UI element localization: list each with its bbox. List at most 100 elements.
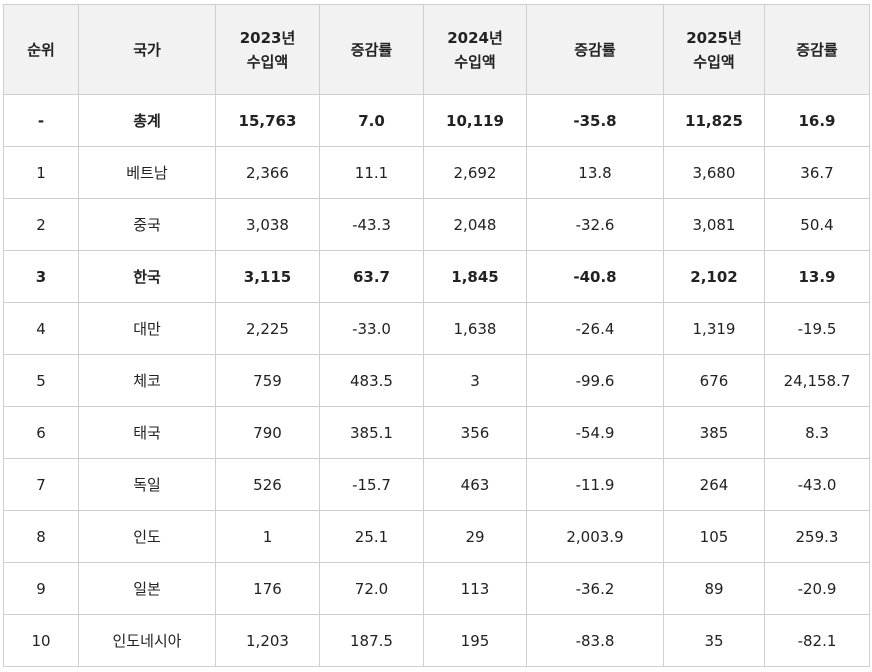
column-header-text: 2025년 [686, 28, 742, 47]
table-header: 순위 국가 2023년 수입액 증감률 2024년 수입액 증감률 2025년 수입액 증감률 [3, 4, 870, 95]
table-row: 7 독일 526 -15.7 463 -11.9 264 -43.0 [3, 458, 870, 511]
cell-import-2023: 2,366 [215, 146, 320, 199]
cell-country: 베트남 [78, 146, 216, 199]
cell-growth-2023: 63.7 [319, 250, 424, 303]
cell-country: 한국 [78, 250, 216, 303]
column-header-import-2024: 2024년 수입액 [423, 4, 527, 95]
cell-growth-2023: 187.5 [319, 614, 424, 667]
cell-growth-2025: -19.5 [764, 302, 870, 355]
column-header-text: 수입액 [246, 52, 289, 71]
cell-import-2023: 526 [215, 458, 320, 511]
cell-growth-2025: -20.9 [764, 562, 870, 615]
cell-growth-2023: -43.3 [319, 198, 424, 251]
cell-import-2024: 3 [423, 354, 527, 407]
column-header-text: 수입액 [693, 52, 735, 71]
column-header-text: 순위 [27, 40, 55, 59]
cell-growth-2024: -40.8 [526, 250, 664, 303]
table-row: 9 일본 176 72.0 113 -36.2 89 -20.9 [3, 562, 870, 615]
cell-import-2025: 1,319 [663, 302, 765, 355]
cell-growth-2023: -15.7 [319, 458, 424, 511]
cell-rank: 7 [3, 458, 79, 511]
column-header-text: 증감률 [350, 40, 393, 59]
cell-country: 인도 [78, 510, 216, 563]
cell-import-2025: 35 [663, 614, 765, 667]
cell-growth-2023: 25.1 [319, 510, 424, 563]
table-row: 10 인도네시아 1,203 187.5 195 -83.8 35 -82.1 [3, 614, 870, 667]
cell-import-2023: 1,203 [215, 614, 320, 667]
cell-growth-2024: -99.6 [526, 354, 664, 407]
column-header-text: 2024년 [447, 28, 503, 47]
cell-import-2025: 264 [663, 458, 765, 511]
table-row: 5 체코 759 483.5 3 -99.6 676 24,158.7 [3, 354, 870, 407]
cell-growth-2023: 7.0 [319, 94, 424, 147]
cell-country: 인도네시아 [78, 614, 216, 667]
cell-import-2025: 3,081 [663, 198, 765, 251]
cell-rank: 2 [3, 198, 79, 251]
column-header-text: 2023년 [239, 28, 296, 47]
cell-import-2023: 15,763 [215, 94, 320, 147]
cell-import-2025: 105 [663, 510, 765, 563]
table-row: 8 인도 1 25.1 29 2,003.9 105 259.3 [3, 510, 870, 563]
cell-growth-2025: 24,158.7 [764, 354, 870, 407]
cell-import-2023: 1 [215, 510, 320, 563]
cell-growth-2024: -11.9 [526, 458, 664, 511]
column-header-growth-2025: 증감률 [764, 4, 870, 95]
cell-import-2024: 463 [423, 458, 527, 511]
cell-growth-2024: -83.8 [526, 614, 664, 667]
cell-growth-2024: -36.2 [526, 562, 664, 615]
cell-growth-2024: -54.9 [526, 406, 664, 459]
cell-import-2025: 89 [663, 562, 765, 615]
column-header-country: 국가 [78, 4, 216, 95]
cell-rank: 4 [3, 302, 79, 355]
cell-country: 체코 [78, 354, 216, 407]
cell-growth-2025: -82.1 [764, 614, 870, 667]
cell-country: 태국 [78, 406, 216, 459]
cell-rank: 8 [3, 510, 79, 563]
cell-growth-2023: 385.1 [319, 406, 424, 459]
cell-import-2025: 676 [663, 354, 765, 407]
cell-rank: 1 [3, 146, 79, 199]
cell-import-2024: 2,048 [423, 198, 527, 251]
cell-growth-2023: -33.0 [319, 302, 424, 355]
cell-import-2023: 790 [215, 406, 320, 459]
cell-country: 독일 [78, 458, 216, 511]
cell-import-2025: 11,825 [663, 94, 765, 147]
cell-growth-2025: 36.7 [764, 146, 870, 199]
cell-import-2024: 2,692 [423, 146, 527, 199]
column-header-rank: 순위 [3, 4, 79, 95]
cell-growth-2025: 13.9 [764, 250, 870, 303]
cell-import-2023: 3,038 [215, 198, 320, 251]
column-header-text: 국가 [133, 40, 161, 59]
cell-growth-2024: -35.8 [526, 94, 664, 147]
cell-import-2024: 29 [423, 510, 527, 563]
table-body: - 총계 15,763 7.0 10,119 -35.8 11,825 16.9 1 베트남 2,3… [3, 94, 870, 667]
cell-import-2024: 195 [423, 614, 527, 667]
table-row: 3 한국 3,115 63.7 1,845 -40.8 2,102 13.9 [3, 250, 870, 303]
cell-rank: 5 [3, 354, 79, 407]
table-row: 6 태국 790 385.1 356 -54.9 385 8.3 [3, 406, 870, 459]
cell-growth-2023: 72.0 [319, 562, 424, 615]
table-row: 2 중국 3,038 -43.3 2,048 -32.6 3,081 50.4 [3, 198, 870, 251]
cell-import-2024: 1,845 [423, 250, 527, 303]
column-header-text: 증감률 [574, 40, 616, 59]
table-row: 1 베트남 2,366 11.1 2,692 13.8 3,680 36.7 [3, 146, 870, 199]
cell-growth-2024: -32.6 [526, 198, 664, 251]
cell-import-2023: 3,115 [215, 250, 320, 303]
cell-import-2023: 176 [215, 562, 320, 615]
cell-import-2023: 2,225 [215, 302, 320, 355]
cell-import-2025: 2,102 [663, 250, 765, 303]
cell-rank: 6 [3, 406, 79, 459]
cell-growth-2024: 13.8 [526, 146, 664, 199]
import-table: 순위 국가 2023년 수입액 증감률 2024년 수입액 증감률 2025년 수입액 증감률 -총… [3, 4, 870, 667]
cell-import-2024: 1,638 [423, 302, 527, 355]
cell-rank: 3 [3, 250, 79, 303]
cell-import-2024: 10,119 [423, 94, 527, 147]
column-header-growth-2024: 증감률 [526, 4, 664, 95]
cell-growth-2025: 50.4 [764, 198, 870, 251]
cell-growth-2024: -26.4 [526, 302, 664, 355]
cell-import-2024: 113 [423, 562, 527, 615]
cell-growth-2025: 259.3 [764, 510, 870, 563]
cell-country: 일본 [78, 562, 216, 615]
